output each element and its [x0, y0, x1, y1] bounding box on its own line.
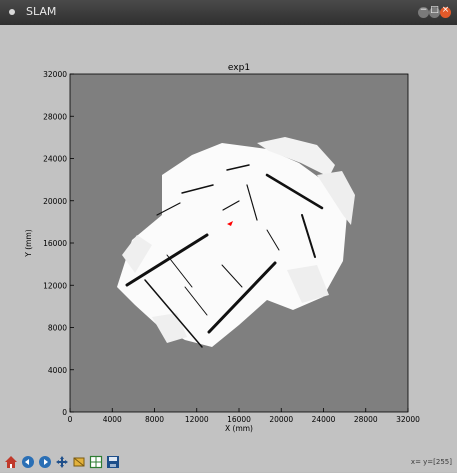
robot-marker: [227, 221, 233, 226]
x-tick-labels: 0 4000 8000 12000 16000 20000 24000 2800…: [68, 415, 421, 424]
save-button[interactable]: [106, 454, 120, 468]
x-axis-label: X (mm): [225, 424, 253, 433]
x-tick: 28000: [354, 415, 378, 424]
subplots-icon: [89, 455, 103, 469]
zoom-icon: [73, 457, 85, 467]
y-tick: 32000: [43, 70, 67, 79]
x-tick: 32000: [396, 415, 420, 424]
close-icon[interactable]: ×: [440, 5, 451, 18]
title-bar: SLAM − □ ×: [0, 0, 457, 25]
forward-button[interactable]: [38, 454, 52, 468]
forward-arrow-icon: [39, 456, 51, 468]
y-tick: 4000: [48, 366, 67, 375]
y-tick: 28000: [43, 112, 67, 121]
figure-canvas[interactable]: 0 4000 8000 12000 16000 20000 24000 2800…: [17, 25, 440, 450]
plot-title: exp1: [228, 63, 250, 73]
home-button[interactable]: [4, 454, 18, 468]
pan-button[interactable]: [55, 454, 69, 468]
axis-ticks: [69, 73, 409, 413]
x-tick: 16000: [227, 415, 251, 424]
zoom-button[interactable]: [72, 454, 86, 468]
minimize-icon[interactable]: −: [418, 5, 429, 18]
x-tick: 12000: [185, 415, 209, 424]
y-axis-label: Y (mm): [24, 229, 33, 258]
pan-icon: [56, 456, 68, 468]
x-tick: 0: [68, 415, 73, 424]
home-icon: [5, 456, 17, 468]
save-icon: [107, 456, 119, 468]
x-tick: 24000: [312, 415, 336, 424]
y-tick: 16000: [43, 239, 67, 248]
x-tick: 8000: [145, 415, 164, 424]
app-menu-icon[interactable]: [9, 9, 15, 15]
subplots-button[interactable]: [89, 454, 103, 469]
y-tick: 24000: [43, 155, 67, 164]
y-tick: 20000: [43, 197, 67, 206]
x-tick: 20000: [269, 415, 293, 424]
y-tick: 12000: [43, 281, 67, 290]
y-tick: 8000: [48, 324, 67, 333]
back-arrow-icon: [22, 456, 34, 468]
y-tick: 0: [62, 408, 67, 417]
back-button[interactable]: [21, 454, 35, 468]
plot-svg: 0 4000 8000 12000 16000 20000 24000 2800…: [24, 63, 421, 433]
y-tick-labels: 0 4000 8000 12000 16000 20000 24000 2800…: [43, 70, 67, 417]
x-tick: 4000: [103, 415, 122, 424]
occupancy-map: [117, 137, 355, 348]
coordinate-readout: x= y=[255]: [410, 458, 452, 466]
maximize-icon[interactable]: □: [429, 5, 440, 18]
window-title: SLAM: [26, 5, 57, 18]
navigation-toolbar: x= y=[255]: [0, 452, 457, 472]
